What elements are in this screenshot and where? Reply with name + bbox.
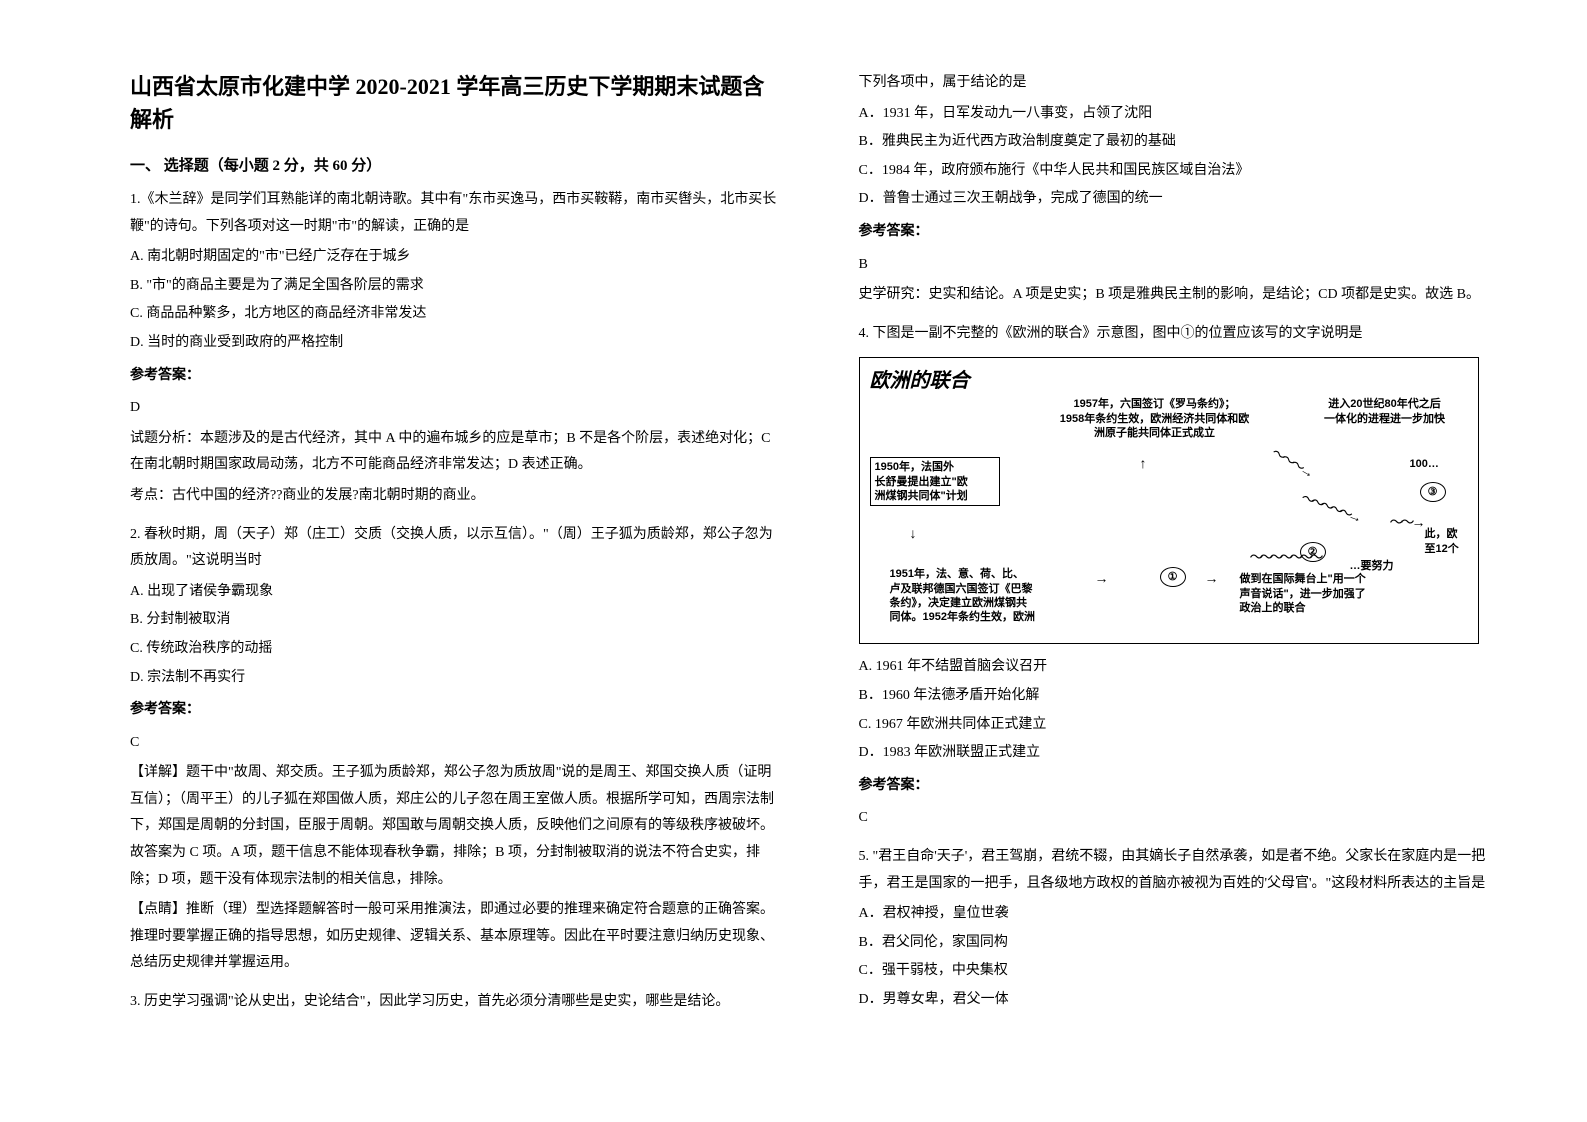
q5-optB: B．君父同伦，家国同构 xyxy=(859,930,1508,957)
q2-analysis1: 【详解】题干中"故周、郑交质。王子狐为质龄郑，郑公子忽为质放周"说的是周王、郑国… xyxy=(130,760,779,893)
answer-label: 参考答案： xyxy=(859,219,1508,246)
q2-optC: C. 传统政治秩序的动摇 xyxy=(130,636,779,663)
answer-label: 参考答案： xyxy=(130,697,779,724)
q3-optC: C．1984 年，政府颁布施行《中华人民共和国民族区域自治法》 xyxy=(859,158,1508,185)
q3-stem: 3. 历史学习强调"论从史出，史论结合"，因此学习历史，首先必须分清哪些是史实，… xyxy=(130,989,779,1016)
q1-optA: A. 南北朝时期固定的"市"已经广泛存在于城乡 xyxy=(130,244,779,271)
q3-answer: B xyxy=(859,252,1508,279)
q1-stem: 1.《木兰辞》是同学们耳熟能详的南北朝诗歌。其中有"东市买逸马，西市买鞍鞯，南市… xyxy=(130,187,779,240)
diagram-frag2: 此，欧 至12个 xyxy=(1425,527,1485,556)
q4-stem: 4. 下图是一副不完整的《欧洲的联合》示意图，图中①的位置应该写的文字说明是 xyxy=(859,321,1508,348)
q5-optA: A．君权神授，皇位世袭 xyxy=(859,901,1508,928)
diagram-node-circ3: ③ xyxy=(1420,482,1446,502)
diagram-node-top-center: 1957年，六国签订《罗马条约》； 1958年条约生效，欧洲经济共同体和欧 洲原… xyxy=(1040,397,1270,440)
diagram-frag3: 100… xyxy=(1410,457,1460,471)
q2-optA: A. 出现了诸侯争霸现象 xyxy=(130,579,779,606)
diagram-node-bottom-right: 做到在国际舞台上"用一个 声音说话"，进一步加强了 政治上的联合 xyxy=(1240,572,1440,615)
q1-analysis2: 考点：古代中国的经济??商业的发展?南北朝时期的商业。 xyxy=(130,483,779,510)
q1-analysis1: 试题分析：本题涉及的是古代经济，其中 A 中的遍布城乡的应是草市；B 不是各个阶… xyxy=(130,426,779,479)
q4-answer: C xyxy=(859,805,1508,832)
q2-stem: 2. 春秋时期，周（天子）郑（庄工）交质（交换人质，以示互信）。"（周）王子狐为… xyxy=(130,522,779,575)
q3-analysis1: 史学研究：史实和结论。A 项是史实；B 项是雅典民主制的影响，是结论；CD 项都… xyxy=(859,282,1508,309)
diagram-node-bottom-left: 1951年，法、意、荷、比、 卢及联邦德国六国签订《巴黎 条约》，决定建立欧洲煤… xyxy=(890,567,1090,624)
q4-optD: D．1983 年欧洲联盟正式建立 xyxy=(859,740,1508,767)
q4-optA: A. 1961 年不结盟首脑会议召开 xyxy=(859,654,1508,681)
q3-optB: B．雅典民主为近代西方政治制度奠定了最初的基础 xyxy=(859,129,1508,156)
diagram-frag1: …要努力 xyxy=(1350,559,1430,573)
answer-label: 参考答案： xyxy=(130,363,779,390)
diagram-node-left: 1950年，法国外 长舒曼提出建立"欧 洲煤钢共同体"计划 xyxy=(870,457,1000,506)
q2-optD: D. 宗法制不再实行 xyxy=(130,665,779,692)
q1-answer: D xyxy=(130,395,779,422)
diagram-title: 欧洲的联合 xyxy=(870,364,1468,393)
q3-optD: D．普鲁士通过三次王朝战争，完成了德国的统一 xyxy=(859,186,1508,213)
q5-optD: D．男尊女卑，君父一体 xyxy=(859,987,1508,1014)
q5-optC: C．强干弱枝，中央集权 xyxy=(859,958,1508,985)
diagram-europe-union: 欧洲的联合 1957年，六国签订《罗马条约》； 1958年条约生效，欧洲经济共同… xyxy=(859,357,1479,644)
q2-answer: C xyxy=(130,730,779,757)
q5-stem: 5. "君王自命'天子'，君王驾崩，君统不辍，由其嫡长子自然承袭，如是者不绝。父… xyxy=(859,844,1508,897)
q3-stem2: 下列各项中，属于结论的是 xyxy=(859,70,1508,97)
q3-optA: A．1931 年，日军发动九一八事变，占领了沈阳 xyxy=(859,101,1508,128)
q2-analysis2: 【点睛】推断（理）型选择题解答时一般可采用推演法，即通过必要的推理来确定符合题意… xyxy=(130,897,779,977)
q1-optB: B. "市"的商品主要是为了满足全国各阶层的需求 xyxy=(130,273,779,300)
q1-optC: C. 商品品种繁多，北方地区的商品经济非常发达 xyxy=(130,301,779,328)
section-header: 一、 选择题（每小题 2 分，共 60 分） xyxy=(130,154,779,175)
q4-optC: C. 1967 年欧洲共同体正式建立 xyxy=(859,712,1508,739)
q4-optB: B．1960 年法德矛盾开始化解 xyxy=(859,683,1508,710)
q2-optB: B. 分封制被取消 xyxy=(130,607,779,634)
answer-label: 参考答案： xyxy=(859,773,1508,800)
diagram-node-center-circ: ① xyxy=(1160,567,1186,587)
q1-optD: D. 当时的商业受到政府的严格控制 xyxy=(130,330,779,357)
diagram-node-top-right: 进入20世纪80年代之后 一体化的进程进一步加快 xyxy=(1300,397,1470,426)
doc-title: 山西省太原市化建中学 2020-2021 学年高三历史下学期期末试题含解析 xyxy=(130,70,779,136)
